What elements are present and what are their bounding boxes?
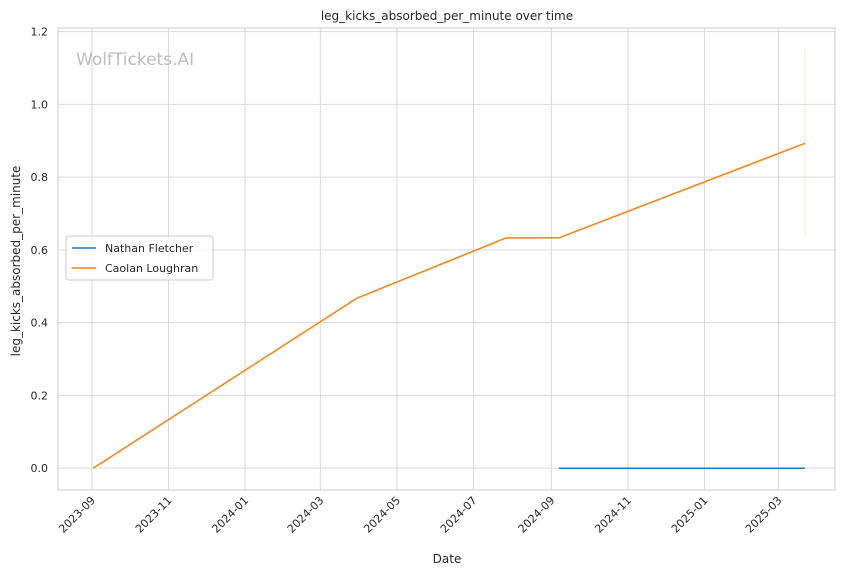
x-tick-label: 2024-07 [438, 494, 480, 536]
x-tick-label: 2024-05 [361, 494, 403, 536]
y-tick-label: 0.6 [31, 244, 49, 257]
x-tick-label: 2024-09 [516, 494, 558, 536]
legend-label: Nathan Fletcher [105, 242, 194, 255]
plot-frame [57, 27, 836, 491]
y-tick-label: 0.8 [31, 171, 49, 184]
legend-box [65, 235, 214, 281]
x-tick-label: 2023-11 [133, 494, 175, 536]
y-tick-label: 0.0 [31, 462, 49, 475]
x-tick-label: 2024-01 [209, 494, 251, 536]
x-tick-label: 2025-03 [743, 494, 785, 536]
legend-label: Caolan Loughran [105, 262, 198, 275]
y-tick-label: 1.0 [31, 98, 49, 111]
plot-lines [92, 48, 806, 469]
y-axis-label: leg_kicks_absorbed_per_minute [9, 166, 23, 357]
x-axis-ticks: 2023-09 2023-11 2024-01 2024-03 2024-05 2024-… [56, 494, 784, 536]
chart-title: leg_kicks_absorbed_per_minute over time [321, 9, 573, 23]
grid [58, 28, 835, 490]
y-tick-label: 0.4 [31, 317, 49, 330]
y-tick-label: 0.2 [31, 389, 49, 402]
y-tick-label: 1.2 [31, 26, 49, 39]
x-tick-label: 2025-01 [669, 494, 711, 536]
series-line [92, 142, 806, 469]
x-axis-label: Date [433, 552, 462, 566]
watermark: WolfTickets.AI [76, 50, 194, 70]
legend: Nathan Fletcher Caolan Loughran [65, 235, 214, 281]
y-axis-ticks: 0.0 0.2 0.4 0.6 0.8 1.0 1.2 [31, 26, 49, 476]
x-tick-label: 2024-03 [285, 494, 327, 536]
x-tick-label: 2024-11 [592, 494, 634, 536]
x-tick-label: 2023-09 [56, 494, 98, 536]
